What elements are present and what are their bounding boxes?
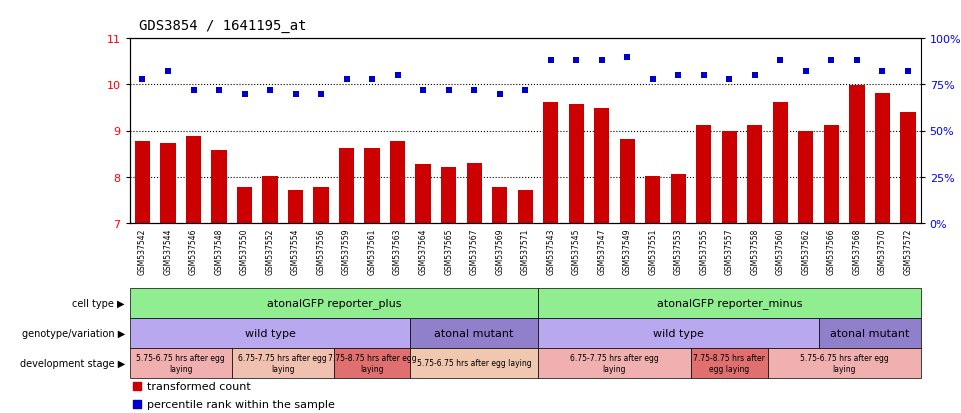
Text: 5.75-6.75 hrs after egg
laying: 5.75-6.75 hrs after egg laying — [136, 354, 225, 373]
Bar — [135, 141, 150, 223]
Point — [390, 73, 406, 79]
Text: 6.75-7.75 hrs after egg
laying: 6.75-7.75 hrs after egg laying — [238, 354, 327, 373]
Point — [569, 58, 584, 64]
Bar — [339, 149, 355, 223]
Bar — [569, 104, 584, 223]
Bar — [747, 126, 762, 223]
Bar — [620, 140, 635, 223]
Bar — [691, 348, 768, 378]
Point — [262, 87, 278, 94]
Bar — [645, 176, 660, 223]
Bar — [390, 141, 406, 223]
Bar — [799, 132, 813, 223]
Point — [130, 383, 145, 389]
Bar — [538, 318, 819, 348]
Text: genotype/variation ▶: genotype/variation ▶ — [22, 328, 125, 338]
Point — [620, 54, 635, 61]
Bar — [160, 144, 176, 223]
Text: atonalGFP reporter_minus: atonalGFP reporter_minus — [656, 298, 802, 309]
Text: 5.75-6.75 hrs after egg laying: 5.75-6.75 hrs after egg laying — [417, 358, 531, 368]
Text: development stage ▶: development stage ▶ — [19, 358, 125, 368]
Text: percentile rank within the sample: percentile rank within the sample — [147, 399, 334, 409]
Point — [415, 87, 431, 94]
Text: cell type ▶: cell type ▶ — [72, 298, 125, 308]
Point — [492, 91, 507, 97]
Bar — [262, 176, 278, 223]
Point — [543, 58, 558, 64]
Point — [824, 58, 839, 64]
Point — [799, 69, 814, 76]
Bar — [415, 164, 431, 223]
Point — [236, 91, 252, 97]
Bar — [543, 102, 558, 223]
Bar — [130, 288, 538, 318]
Text: wild type: wild type — [653, 328, 703, 338]
Bar — [410, 318, 538, 348]
Bar — [538, 288, 921, 318]
Point — [339, 76, 355, 83]
Bar — [364, 149, 380, 223]
Bar — [538, 348, 691, 378]
Bar — [313, 188, 329, 223]
Point — [130, 401, 145, 408]
Bar — [773, 102, 788, 223]
Bar — [410, 348, 538, 378]
Bar — [518, 190, 532, 223]
Bar — [237, 188, 252, 223]
Bar — [130, 318, 410, 348]
Point — [185, 87, 201, 94]
Point — [875, 69, 890, 76]
Point — [135, 76, 150, 83]
Point — [747, 73, 762, 79]
Point — [696, 73, 711, 79]
Text: transformed count: transformed count — [147, 381, 250, 391]
Text: atonal mutant: atonal mutant — [830, 328, 909, 338]
Point — [517, 87, 532, 94]
Point — [466, 87, 481, 94]
Bar — [130, 348, 232, 378]
Point — [211, 87, 227, 94]
Point — [722, 76, 737, 83]
Point — [594, 58, 609, 64]
Bar — [288, 190, 304, 223]
Text: 6.75-7.75 hrs after egg
laying: 6.75-7.75 hrs after egg laying — [570, 354, 659, 373]
Bar — [722, 132, 737, 223]
Point — [364, 76, 380, 83]
Bar — [492, 188, 507, 223]
Bar — [696, 126, 711, 223]
Bar — [850, 86, 865, 223]
Bar — [466, 164, 481, 223]
Bar — [819, 318, 921, 348]
Point — [645, 76, 660, 83]
Point — [313, 91, 329, 97]
Point — [288, 91, 304, 97]
Bar — [824, 126, 839, 223]
Point — [441, 87, 456, 94]
Text: GDS3854 / 1641195_at: GDS3854 / 1641195_at — [139, 19, 307, 33]
Point — [850, 58, 865, 64]
Bar — [900, 113, 916, 223]
Point — [160, 69, 176, 76]
Bar — [671, 175, 686, 223]
Text: wild type: wild type — [245, 328, 295, 338]
Bar — [185, 137, 201, 223]
Text: atonalGFP reporter_plus: atonalGFP reporter_plus — [266, 298, 401, 309]
Text: 7.75-8.75 hrs after
egg laying: 7.75-8.75 hrs after egg laying — [693, 354, 765, 373]
Text: 5.75-6.75 hrs after egg
laying: 5.75-6.75 hrs after egg laying — [800, 354, 889, 373]
Bar — [768, 348, 921, 378]
Bar — [232, 348, 333, 378]
Bar — [441, 167, 456, 223]
Text: 7.75-8.75 hrs after egg
laying: 7.75-8.75 hrs after egg laying — [328, 354, 416, 373]
Bar — [875, 93, 890, 223]
Bar — [594, 109, 609, 223]
Text: atonal mutant: atonal mutant — [434, 328, 514, 338]
Point — [773, 58, 788, 64]
Point — [900, 69, 916, 76]
Point — [671, 73, 686, 79]
Bar — [333, 348, 410, 378]
Bar — [211, 151, 227, 223]
